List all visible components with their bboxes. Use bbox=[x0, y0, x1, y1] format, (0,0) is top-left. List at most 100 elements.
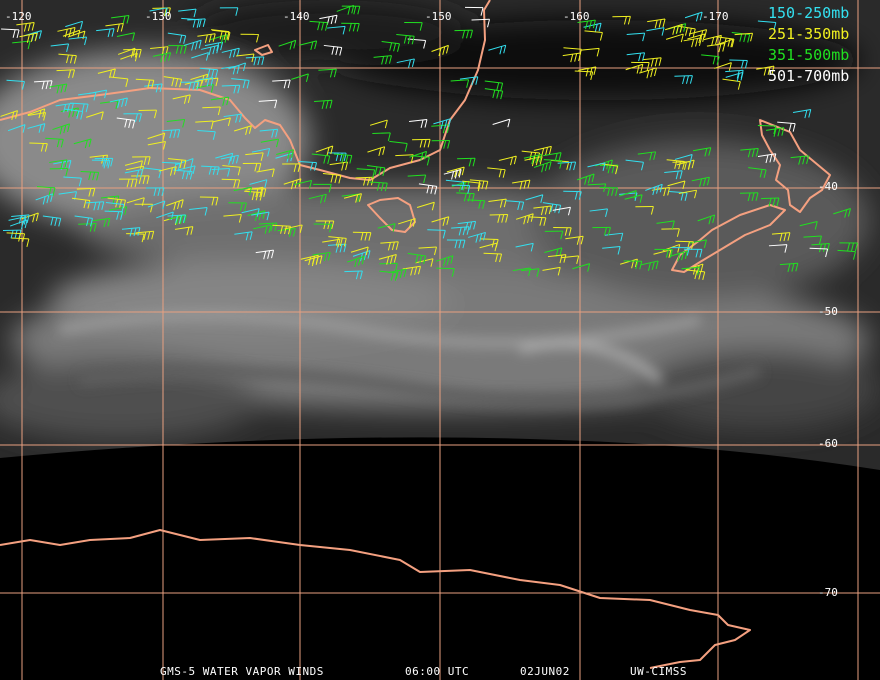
barb-flag bbox=[730, 39, 734, 48]
wind-barb bbox=[145, 187, 165, 197]
barb-flag bbox=[649, 152, 653, 161]
barb-staff bbox=[80, 170, 99, 173]
barb-staff bbox=[587, 183, 606, 186]
barb-flag bbox=[92, 172, 96, 181]
barb-flag bbox=[825, 248, 829, 258]
barb-staff bbox=[512, 179, 530, 184]
barb-staff bbox=[67, 30, 86, 38]
wind-barb bbox=[121, 227, 141, 237]
wind-barb bbox=[418, 183, 438, 195]
barb-staff bbox=[647, 18, 666, 23]
barb-staff bbox=[73, 138, 92, 145]
barb-flag bbox=[182, 214, 186, 223]
barb-flag bbox=[299, 224, 303, 234]
barb-flag bbox=[147, 231, 151, 240]
wind-barb bbox=[418, 246, 437, 256]
cloud-detail bbox=[58, 310, 762, 408]
barb-flag bbox=[652, 186, 656, 196]
wind-barb bbox=[380, 241, 399, 251]
wind-barb bbox=[667, 180, 686, 190]
barb-flag bbox=[763, 169, 767, 178]
barb-flag bbox=[222, 97, 226, 106]
barb-flag bbox=[427, 139, 431, 148]
barb-flag bbox=[271, 168, 275, 177]
barb-flag bbox=[173, 202, 177, 211]
barb-staff bbox=[36, 186, 55, 189]
wind-barb bbox=[138, 109, 158, 119]
barb-flag bbox=[451, 171, 455, 180]
barb-flag bbox=[64, 83, 68, 93]
wind-barb bbox=[68, 36, 88, 46]
barb-flag bbox=[531, 155, 535, 165]
wind-barb bbox=[233, 186, 252, 196]
wind-barb bbox=[740, 147, 759, 158]
barb-staff bbox=[515, 213, 534, 220]
barb-flag bbox=[67, 123, 71, 132]
barb-flag bbox=[325, 22, 328, 31]
barb-flag bbox=[620, 233, 624, 242]
barb-flag bbox=[76, 110, 80, 120]
barb-staff bbox=[105, 22, 124, 27]
barb-staff bbox=[688, 239, 707, 244]
barb-flag bbox=[335, 244, 339, 253]
barb-staff bbox=[542, 202, 561, 206]
wind-barb bbox=[36, 186, 56, 197]
barb-flag bbox=[679, 170, 683, 179]
barb-flag bbox=[238, 214, 242, 223]
wind-barb bbox=[407, 174, 427, 184]
nz-south-island bbox=[671, 204, 786, 273]
wind-barb bbox=[253, 224, 272, 234]
wind-barb bbox=[837, 249, 856, 260]
barb-flag bbox=[804, 110, 808, 119]
barb-flag bbox=[634, 192, 638, 201]
wind-barb bbox=[523, 153, 542, 165]
barb-flag bbox=[444, 119, 448, 128]
barb-flag bbox=[442, 46, 446, 55]
barb-flag bbox=[466, 226, 470, 235]
barb-staff bbox=[625, 159, 644, 163]
wind-barb bbox=[223, 113, 242, 123]
wind-barb bbox=[299, 40, 318, 50]
barb-flag bbox=[635, 261, 639, 270]
barb-flag bbox=[191, 42, 195, 51]
barb-flag bbox=[611, 165, 615, 174]
barb-staff bbox=[177, 165, 196, 171]
barb-flag bbox=[646, 62, 650, 71]
barb-flag bbox=[106, 158, 110, 167]
barb-flag bbox=[393, 254, 397, 263]
barb-flag bbox=[665, 249, 669, 258]
barb-staff bbox=[121, 227, 140, 230]
barb-flag bbox=[585, 68, 589, 77]
wind-barb bbox=[149, 7, 168, 16]
wind-barb bbox=[86, 111, 104, 120]
barb-flag bbox=[27, 40, 31, 50]
legend-entry: 150-250mb bbox=[768, 4, 849, 22]
barb-staff bbox=[369, 181, 388, 184]
barb-flag bbox=[64, 29, 68, 38]
barb-flag bbox=[329, 224, 333, 233]
wind-barb bbox=[195, 83, 214, 93]
barb-staff bbox=[552, 206, 571, 211]
barb-staff bbox=[298, 160, 317, 164]
barb-staff bbox=[85, 201, 104, 204]
wind-barb bbox=[347, 255, 365, 267]
barb-staff bbox=[445, 179, 464, 183]
nz-north-island bbox=[759, 119, 831, 213]
barb-staff bbox=[563, 47, 582, 50]
barb-flag bbox=[102, 158, 106, 167]
wind-barb bbox=[631, 61, 650, 71]
barb-flag bbox=[695, 38, 698, 47]
barb-flag bbox=[104, 90, 108, 99]
barb-staff bbox=[166, 199, 184, 207]
barb-staff bbox=[97, 68, 116, 74]
wind-barb bbox=[119, 178, 138, 188]
barb-flag bbox=[60, 160, 64, 169]
barb-staff bbox=[223, 113, 242, 118]
barb-flag bbox=[676, 228, 680, 237]
wind-barb bbox=[352, 231, 372, 241]
barb-flag bbox=[462, 30, 466, 39]
wind-barb bbox=[623, 260, 643, 270]
barb-staff bbox=[484, 80, 503, 84]
wind-barb bbox=[515, 213, 534, 225]
wind-barb bbox=[258, 222, 278, 232]
